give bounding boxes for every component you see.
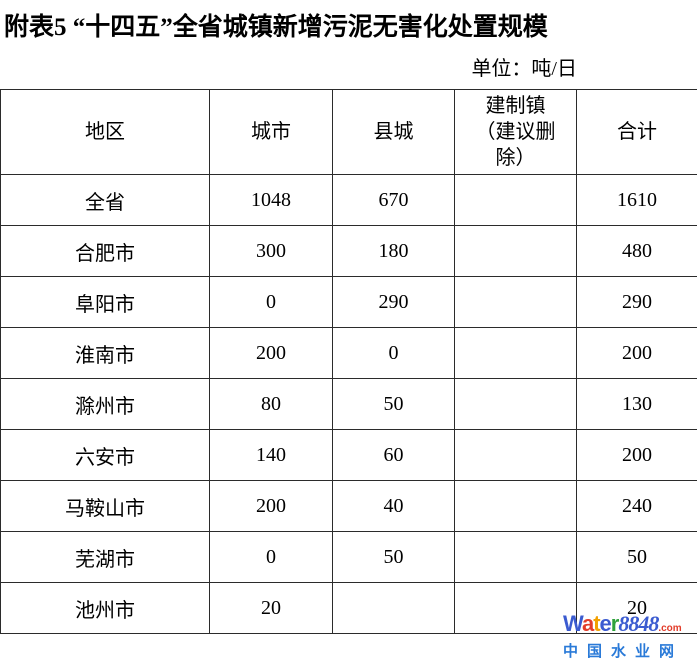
region-cell: 淮南市 (0, 327, 210, 379)
table-row: 淮南市 200 0 200 (0, 327, 697, 379)
county-cell: 50 (332, 378, 455, 430)
city-cell: 20 (209, 582, 333, 634)
region-cell: 阜阳市 (0, 276, 210, 328)
city-cell: 200 (209, 327, 333, 379)
region-cell: 马鞍山市 (0, 480, 210, 532)
city-cell: 1048 (209, 174, 333, 226)
page-title: 附表5 “十四五”全省城镇新增污泥无害化处置规模 (4, 14, 548, 41)
sludge-disposal-table: 地区 城市 县城 建制镇 （建议删 除） 合计 全省 1048 670 1610… (0, 89, 697, 634)
county-cell: 60 (332, 429, 455, 481)
header-region: 地区 (0, 89, 210, 175)
table-row: 六安市 140 60 200 (0, 429, 697, 481)
header-county: 县城 (332, 89, 455, 175)
town-cell (454, 429, 577, 481)
town-cell (454, 174, 577, 226)
town-cell (454, 378, 577, 430)
header-row: 地区 城市 县城 建制镇 （建议删 除） 合计 (0, 89, 697, 175)
city-cell: 0 (209, 276, 333, 328)
unit-label: 单位：吨/日 (471, 58, 577, 80)
table-body: 全省 1048 670 1610 合肥市 300 180 480 阜阳市 0 2… (0, 174, 697, 634)
table-header: 地区 城市 县城 建制镇 （建议删 除） 合计 (0, 89, 697, 175)
table-row: 全省 1048 670 1610 (0, 174, 697, 226)
city-cell: 0 (209, 531, 333, 583)
watermark-tagline: 中国水业网 (563, 643, 684, 660)
total-cell: 1610 (576, 174, 697, 226)
city-cell: 140 (209, 429, 333, 481)
county-cell: 50 (332, 531, 455, 583)
city-cell: 300 (209, 225, 333, 277)
town-cell (454, 582, 577, 634)
county-cell: 670 (332, 174, 455, 226)
header-city: 城市 (209, 89, 333, 175)
town-cell (454, 327, 577, 379)
region-cell: 六安市 (0, 429, 210, 481)
total-cell: 200 (576, 429, 697, 481)
town-cell (454, 225, 577, 277)
region-cell: 滁州市 (0, 378, 210, 430)
region-cell: 芜湖市 (0, 531, 210, 583)
region-cell: 合肥市 (0, 225, 210, 277)
county-cell: 40 (332, 480, 455, 532)
city-cell: 80 (209, 378, 333, 430)
total-cell: 130 (576, 378, 697, 430)
table-row: 滁州市 80 50 130 (0, 378, 697, 430)
region-cell: 池州市 (0, 582, 210, 634)
town-cell (454, 480, 577, 532)
county-cell: 290 (332, 276, 455, 328)
city-cell: 200 (209, 480, 333, 532)
table-row: 合肥市 300 180 480 (0, 225, 697, 277)
total-cell: 290 (576, 276, 697, 328)
header-total: 合计 (576, 89, 697, 175)
total-cell: 200 (576, 327, 697, 379)
total-cell: 50 (576, 531, 697, 583)
region-cell: 全省 (0, 174, 210, 226)
table-row: 阜阳市 0 290 290 (0, 276, 697, 328)
header-town: 建制镇 （建议删 除） (454, 89, 577, 175)
table-row: 芜湖市 0 50 50 (0, 531, 697, 583)
town-cell (454, 276, 577, 328)
total-cell: 240 (576, 480, 697, 532)
total-cell: 20 (576, 582, 697, 634)
table-row: 马鞍山市 200 40 240 (0, 480, 697, 532)
county-cell: 0 (332, 327, 455, 379)
town-cell (454, 531, 577, 583)
table-row: 池州市 20 20 (0, 582, 697, 634)
county-cell: 180 (332, 225, 455, 277)
total-cell: 480 (576, 225, 697, 277)
county-cell (332, 582, 455, 634)
